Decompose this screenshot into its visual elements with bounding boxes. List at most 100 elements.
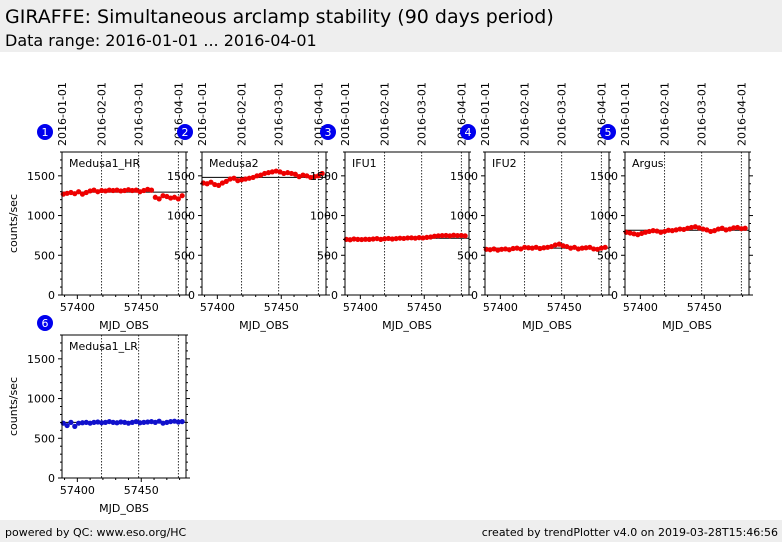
panel-1-data-point bbox=[148, 187, 155, 193]
panel-4-index-badge-number: 4 bbox=[465, 126, 472, 139]
panel-3-data-point bbox=[435, 233, 441, 239]
panel-2-index-badge-number: 2 bbox=[182, 126, 189, 139]
panel-1-data-point bbox=[99, 187, 105, 194]
panel-2-date-label: 2016-02-01 bbox=[236, 82, 249, 146]
panel-4-x-axis-label: MJD_OBS bbox=[522, 319, 572, 332]
panel-6-data-point bbox=[145, 419, 151, 425]
panel-1-x-axis-label: MJD_OBS bbox=[99, 319, 149, 332]
panel-5-data-point bbox=[650, 228, 656, 234]
panel-3-data-point bbox=[424, 234, 430, 241]
panel-4-x-tick-label: 57450 bbox=[547, 301, 582, 314]
panel-2-date-label: 2016-03-01 bbox=[273, 82, 286, 146]
panel-4-data-point bbox=[583, 245, 589, 251]
panel-6-data-point bbox=[68, 419, 74, 425]
panel-4-data-point bbox=[541, 245, 547, 251]
panel-3-data-point bbox=[462, 233, 468, 239]
panel-3-index-badge bbox=[320, 124, 336, 140]
panel-3-data-point bbox=[351, 236, 357, 242]
panel-5-x-axis-label: MJD_OBS bbox=[662, 319, 712, 332]
panel-6-x-axis-label: MJD_OBS bbox=[99, 502, 149, 515]
panel-6-data-point bbox=[79, 420, 86, 426]
panel-3-data-point bbox=[447, 233, 453, 239]
panel-1-date-label: 2016-01-01 bbox=[56, 82, 69, 146]
panel-5-data-point bbox=[665, 227, 672, 233]
panel-3-data-point bbox=[397, 235, 403, 241]
panel-3-data-point bbox=[378, 236, 384, 242]
panel-4-y-tick-label: 1000 bbox=[450, 210, 478, 223]
panel-5-data-point bbox=[742, 225, 748, 231]
panel-1-data-point bbox=[179, 193, 185, 199]
panel-6-data-point bbox=[76, 420, 82, 426]
panel-6-data-point bbox=[99, 420, 105, 426]
panel-3-data-point bbox=[355, 236, 361, 242]
panel-3-data-point bbox=[412, 235, 418, 241]
panel-5-date-label: 2016-02-01 bbox=[659, 82, 672, 146]
panel-5-date-label: 2016-04-01 bbox=[735, 82, 748, 146]
panel-2-y-tick-label: 500 bbox=[174, 249, 195, 262]
panel-5-x-tick-label: 57450 bbox=[687, 301, 722, 314]
panel-2-data-point bbox=[231, 175, 237, 181]
page-title: GIRAFFE: Simultaneous arclamp stability … bbox=[5, 6, 554, 28]
panel-1-data-point bbox=[118, 188, 124, 194]
panel-2-data-point bbox=[319, 170, 325, 177]
panel-5-y-tick-label: 1000 bbox=[590, 210, 618, 223]
panel-2-date-label: 2016-01-01 bbox=[196, 82, 209, 146]
header-bar: GIRAFFE: Simultaneous arclamp stability … bbox=[0, 0, 782, 52]
panel-6-x-tick-label: 57450 bbox=[124, 484, 159, 497]
panel-3-data-point bbox=[362, 236, 369, 242]
page-subtitle: Data range: 2016-01-01 ... 2016-04-01 bbox=[5, 31, 317, 50]
panel-3-data-point bbox=[385, 235, 392, 242]
panel-3-data-point bbox=[370, 236, 376, 242]
panel-4-date-label: 2016-03-01 bbox=[556, 82, 569, 146]
panel-2-x-tick-label: 57450 bbox=[264, 301, 299, 314]
panel-6-data-point bbox=[168, 418, 174, 425]
panel-5-data-point bbox=[738, 226, 744, 232]
panel-6-y-tick-label: 500 bbox=[34, 432, 55, 445]
panel-6-data-point bbox=[91, 419, 97, 425]
panel-3-data-point bbox=[382, 236, 388, 242]
panel-5-x-tick-label: 57400 bbox=[623, 301, 658, 314]
panel-3-data-point bbox=[431, 233, 438, 239]
panel-4-data-point bbox=[525, 245, 532, 251]
panel-5-data-point bbox=[677, 226, 683, 232]
panel-2-data-point bbox=[208, 179, 214, 185]
panel-3-y-tick-label: 1500 bbox=[310, 170, 338, 183]
panel-3-series-label: IFU1 bbox=[352, 157, 377, 170]
footer-powered-by: powered by QC: www.eso.org/HC bbox=[5, 526, 187, 539]
panel-5-data-point bbox=[731, 225, 737, 231]
panel-1-data-point bbox=[106, 187, 112, 193]
panel-3-date-label: 2016-02-01 bbox=[379, 82, 392, 146]
panel-2-data-point bbox=[292, 171, 298, 177]
panel-1-y-axis-label: counts/sec bbox=[7, 194, 20, 253]
panel-2-index-badge bbox=[177, 124, 193, 140]
panel-5-index-badge bbox=[600, 124, 616, 140]
panel-4-data-point bbox=[522, 244, 528, 250]
panel-3-data-point bbox=[366, 236, 372, 242]
panel-3-y-tick-label: 1000 bbox=[310, 210, 338, 223]
panel-6-data-point bbox=[141, 419, 147, 425]
panel-6-data-point bbox=[179, 418, 185, 425]
panel-1-data-point bbox=[72, 191, 78, 197]
panel-1-data-point bbox=[129, 187, 135, 194]
panel-3-data-point bbox=[408, 235, 415, 241]
panel-3-date-label: 2016-01-01 bbox=[339, 82, 352, 146]
panel-5-date-label: 2016-03-01 bbox=[696, 82, 709, 146]
panel-6-y-tick-label: 0 bbox=[48, 472, 55, 485]
panel-1-data-point bbox=[156, 196, 162, 202]
panel-3-data-point bbox=[389, 236, 395, 242]
panel-1-y-tick-label: 1500 bbox=[27, 170, 55, 183]
panel-5-series-label: Argus bbox=[632, 157, 664, 170]
panel-2-y-tick-label: 1500 bbox=[167, 170, 195, 183]
panel-2-x-axis-label: MJD_OBS bbox=[239, 319, 289, 332]
panel-3-data-point bbox=[458, 232, 464, 239]
panel-1-data-point bbox=[110, 187, 116, 194]
panel-2-data-point bbox=[216, 182, 222, 188]
panel-3-x-tick-label: 57400 bbox=[343, 301, 378, 314]
panel-1-data-point bbox=[175, 196, 181, 202]
panel-1-y-tick-label: 500 bbox=[34, 249, 55, 262]
panel-6-index-badge bbox=[37, 315, 53, 331]
panel-3-y-tick-label: 500 bbox=[317, 249, 338, 262]
panel-1-index-badge-number: 1 bbox=[42, 126, 49, 139]
panel-3-index-badge-number: 3 bbox=[325, 126, 332, 139]
